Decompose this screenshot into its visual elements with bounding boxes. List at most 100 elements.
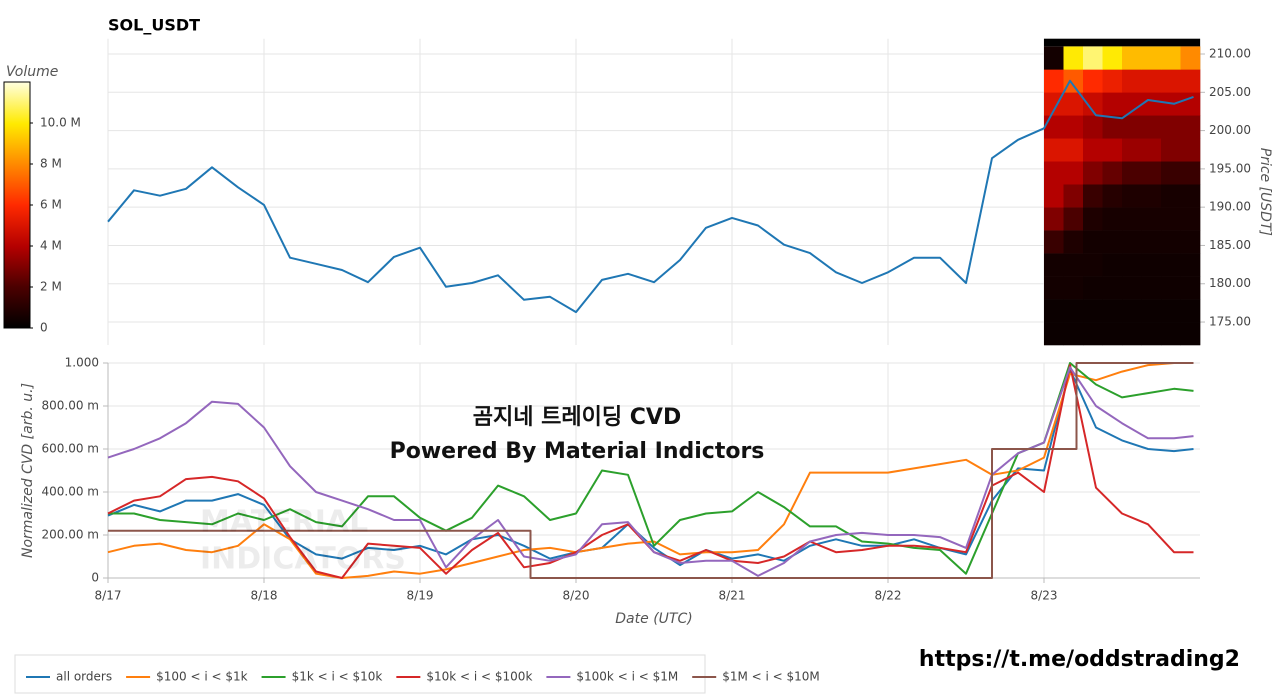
- y-tick-label: 600.00 m: [42, 442, 100, 456]
- heatmap-cell: [1102, 92, 1123, 116]
- heatmap-cell: [1122, 115, 1142, 139]
- heatmap-cell: [1083, 92, 1103, 116]
- heatmap-cell: [1044, 207, 1064, 231]
- y-tick-label: 400.00 m: [42, 485, 100, 499]
- legend-box: [14, 654, 706, 694]
- heatmap-cell: [1161, 230, 1181, 254]
- heatmap-cell: [1102, 46, 1123, 70]
- heatmap-cell: [1180, 207, 1201, 231]
- series-line: [107, 362, 1194, 579]
- heatmap-cell: [1141, 46, 1162, 70]
- heatmap-cell: [1122, 161, 1142, 185]
- colorbar-tick-label: 10.0 M: [40, 116, 81, 130]
- colorbar: [3, 81, 31, 329]
- x-tick-label: 8/22: [875, 589, 902, 603]
- heatmap-cell: [1122, 138, 1142, 162]
- colorbar-label: Volume: [6, 64, 58, 80]
- heatmap-cell: [1180, 161, 1201, 185]
- y-axis-label: Normalized CVD [arb. u.]: [20, 383, 36, 558]
- heatmap-cell: [1122, 207, 1142, 231]
- heatmap-cell: [1141, 184, 1162, 208]
- heatmap-cell: [1180, 230, 1201, 254]
- y-tick-label: 1.000: [65, 356, 99, 370]
- heatmap-cell: [1122, 92, 1142, 116]
- heatmap-cell: [1161, 69, 1181, 93]
- heatmap-cap: [1044, 38, 1200, 47]
- heatmap-cell: [1044, 138, 1064, 162]
- plot-area: [108, 38, 1200, 345]
- heatmap-cell: [1161, 299, 1181, 323]
- heatmap-cell: [1122, 299, 1142, 323]
- heatmap-cell: [1044, 253, 1064, 277]
- heatmap-cell: [1063, 138, 1084, 162]
- heatmap-cell: [1044, 299, 1064, 323]
- heatmap-cell: [1063, 184, 1084, 208]
- y-tick-label: 0: [91, 571, 99, 585]
- heatmap-cell: [1141, 92, 1162, 116]
- y-tick-label: 200.00: [1209, 123, 1251, 137]
- heatmap-cell: [1063, 207, 1084, 231]
- heatmap-cell: [1063, 46, 1084, 70]
- colorbar-tick-label: 6 M: [40, 198, 62, 212]
- heatmap-cell: [1122, 253, 1142, 277]
- heatmap-cell: [1083, 46, 1103, 70]
- heatmap-cell: [1102, 322, 1123, 346]
- x-tick-label: 8/18: [251, 589, 278, 603]
- x-axis-label: Date (UTC): [615, 611, 692, 627]
- x-tick-label: 8/21: [719, 589, 746, 603]
- heatmap-cell: [1141, 299, 1162, 323]
- heatmap-cell: [1063, 299, 1084, 323]
- heatmap-cell: [1044, 92, 1064, 116]
- heatmap-cell: [1102, 253, 1123, 277]
- heatmap-cell: [1083, 253, 1103, 277]
- heatmap-cell: [1180, 46, 1201, 70]
- heatmap-cell: [1141, 230, 1162, 254]
- heatmap-cell: [1044, 276, 1064, 300]
- heatmap-cell: [1161, 207, 1181, 231]
- heatmap-cell: [1083, 276, 1103, 300]
- heatmap-cell: [1141, 138, 1162, 162]
- heatmap-cell: [1180, 138, 1201, 162]
- heatmap-cell: [1122, 184, 1142, 208]
- heatmap-cell: [1102, 230, 1123, 254]
- heatmap-cell: [1161, 184, 1181, 208]
- legend-label: all orders: [56, 670, 112, 684]
- heatmap-cell: [1122, 276, 1142, 300]
- heatmap-cell: [1161, 138, 1181, 162]
- link: https://t.me/oddstrading2: [919, 647, 1240, 672]
- heatmap-cell: [1161, 276, 1181, 300]
- heatmap-cell: [1102, 115, 1123, 139]
- y-tick-label: 180.00: [1209, 276, 1251, 290]
- heatmap-cell: [1083, 322, 1103, 346]
- logo-watermark: MATERIAL: [200, 505, 368, 540]
- heatmap-cell: [1141, 253, 1162, 277]
- heatmap-cell: [1083, 138, 1103, 162]
- y-tick-label: 210.00: [1209, 47, 1251, 61]
- y-tick-label: 205.00: [1209, 85, 1251, 99]
- colorbar-tick-label: 2 M: [40, 280, 62, 294]
- y-tick-label: 195.00: [1209, 161, 1251, 175]
- x-tick-label: 8/20: [563, 589, 590, 603]
- heatmap-cell: [1180, 69, 1201, 93]
- heatmap-cell: [1044, 184, 1064, 208]
- y-tick-label: 800.00 m: [42, 399, 100, 413]
- heatmap-cell: [1102, 161, 1123, 185]
- heatmap-cell: [1141, 322, 1162, 346]
- y-axis-label: Price [USDT]: [1257, 148, 1273, 236]
- y-tick-label: 185.00: [1209, 238, 1251, 252]
- heatmap-cell: [1180, 115, 1201, 139]
- heatmap-cell: [1141, 207, 1162, 231]
- heatmap-cell: [1083, 161, 1103, 185]
- heatmap-cell: [1161, 253, 1181, 277]
- colorbar-tick-label: 0: [40, 321, 48, 335]
- heatmap-cell: [1083, 299, 1103, 323]
- chart-title: SOL_USDT: [108, 16, 200, 35]
- heatmap-cell: [1180, 184, 1201, 208]
- heatmap-cell: [1180, 322, 1201, 346]
- heatmap-cell: [1083, 207, 1103, 231]
- heatmap-cell: [1161, 322, 1181, 346]
- legend-label: $100k < i < $1M: [576, 670, 678, 684]
- colorbar-tick-label: 8 M: [40, 157, 62, 171]
- x-tick-label: 8/23: [1031, 589, 1058, 603]
